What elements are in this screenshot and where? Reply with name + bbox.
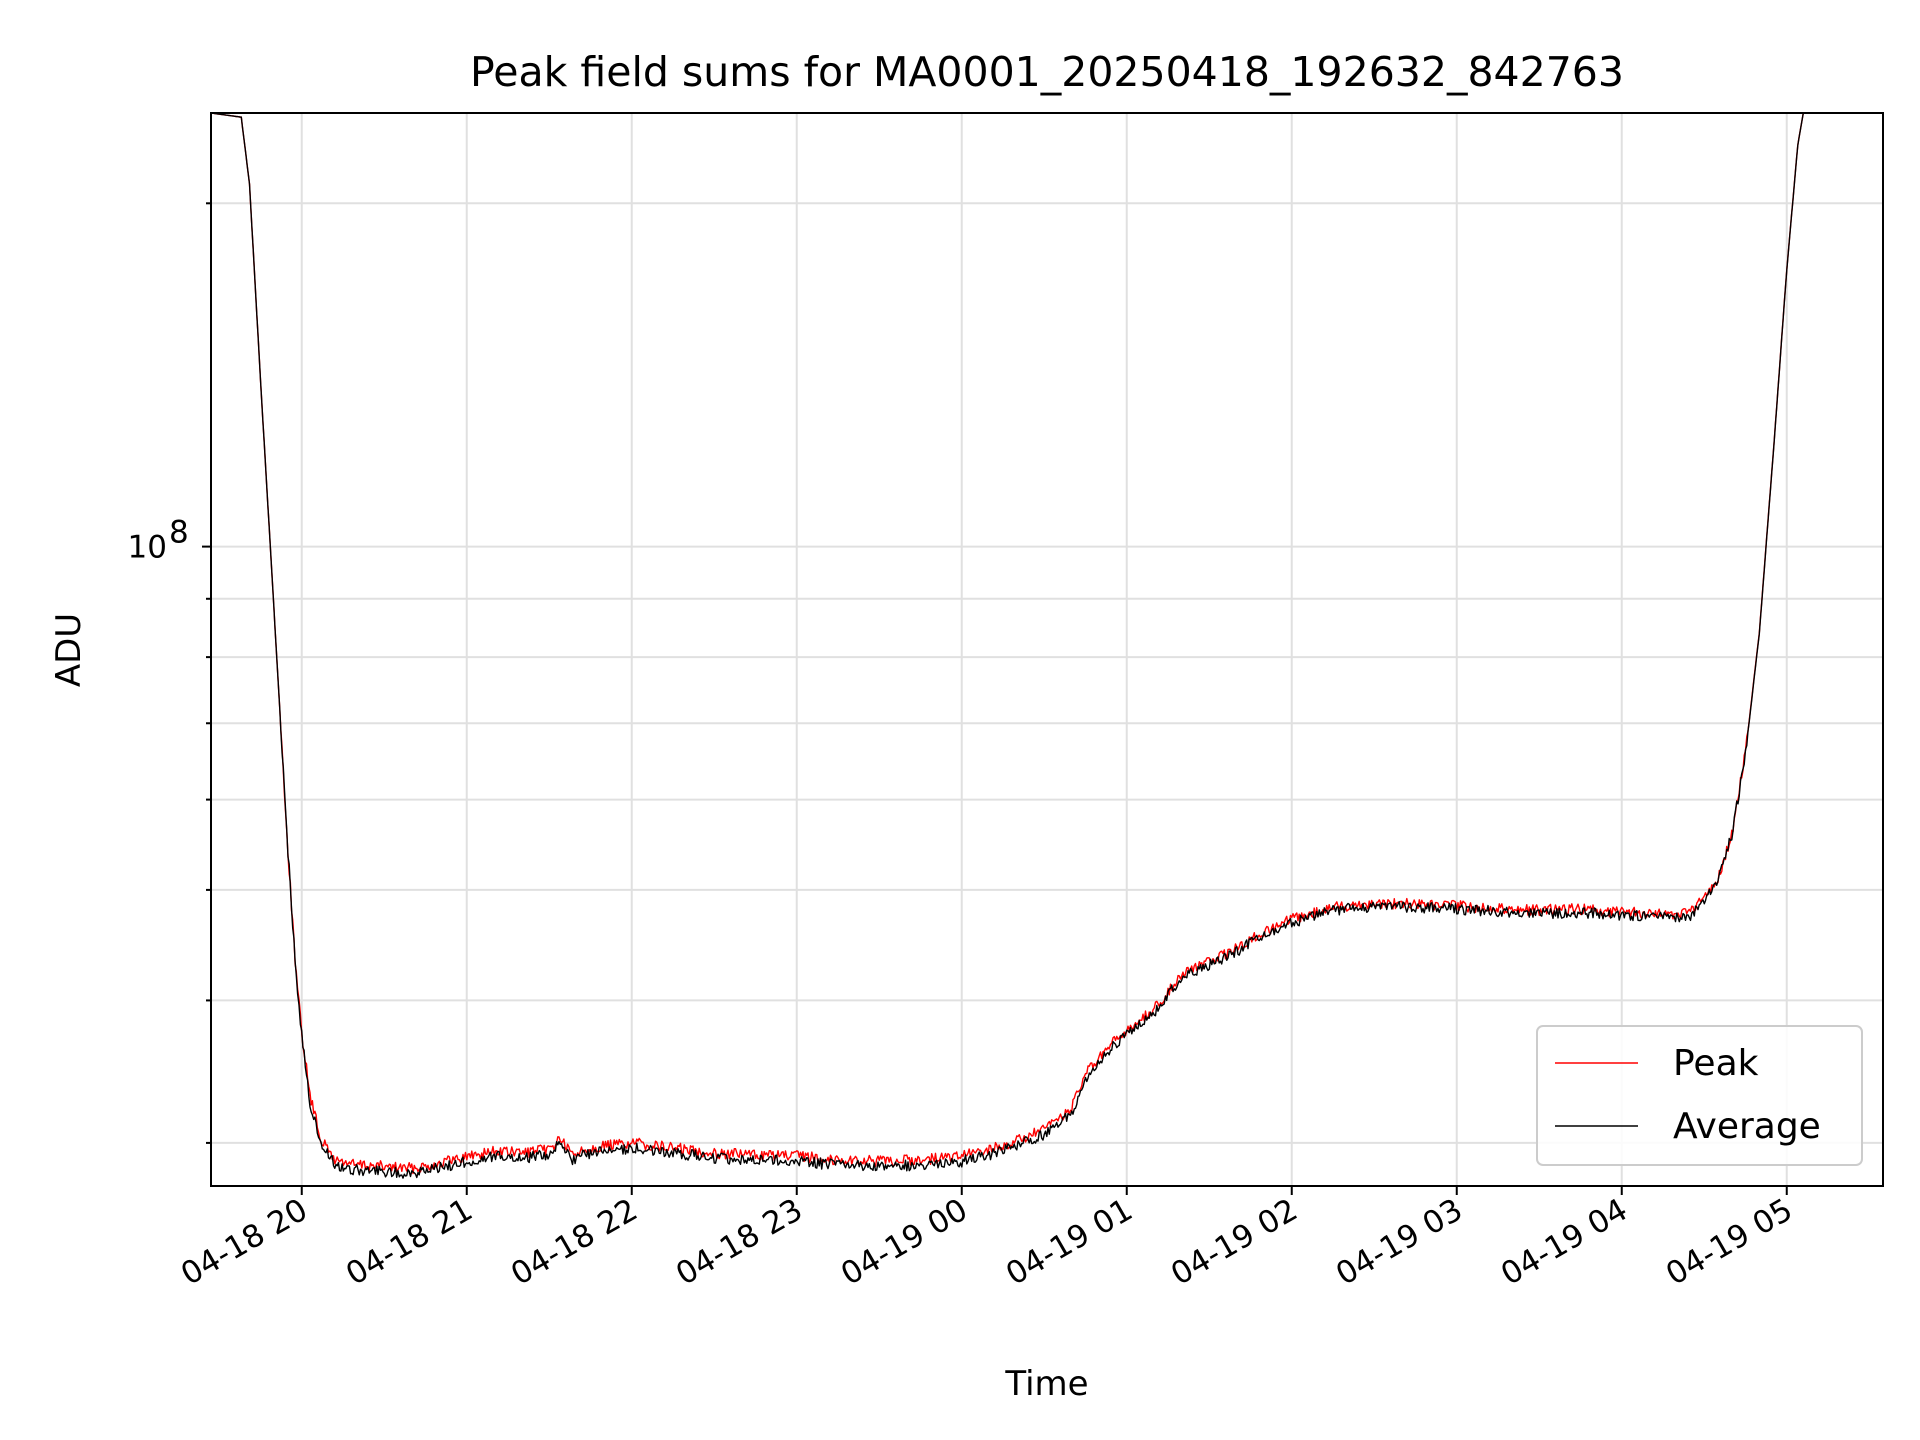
legend-label-peak: Peak <box>1673 1043 1759 1084</box>
series-line-average <box>210 112 1804 1179</box>
y-axis-label: ADU <box>49 613 89 687</box>
plot-frame <box>210 112 1884 1187</box>
legend-box <box>1536 1025 1863 1166</box>
y-tick-label: 10 <box>128 530 167 566</box>
legend-label-average: Average <box>1673 1106 1821 1147</box>
y-tick-label-exponent: 8 <box>169 515 189 551</box>
series-lines <box>210 112 1804 1179</box>
chart-title: Peak field sums for MA0001_20250418_1926… <box>470 48 1624 96</box>
legend: Peak Average <box>1536 1025 1863 1166</box>
x-axis-label: Time <box>1004 1364 1088 1404</box>
